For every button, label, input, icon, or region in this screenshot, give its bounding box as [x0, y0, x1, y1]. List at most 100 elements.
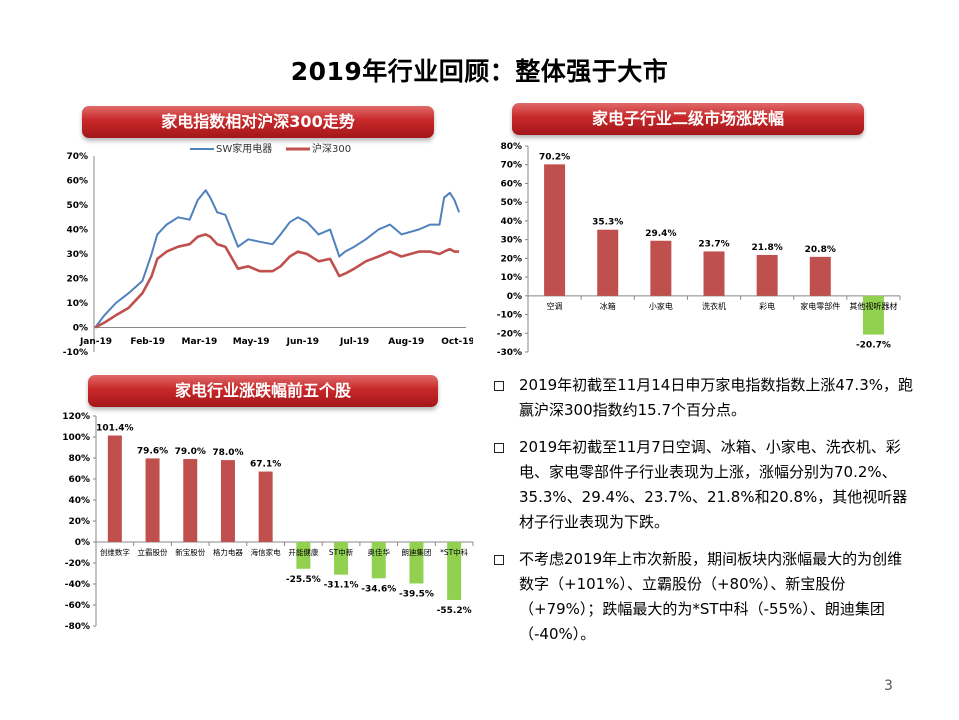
- bar: [409, 542, 424, 584]
- category-label: 空调: [547, 301, 563, 311]
- y-tick-label: 80%: [500, 142, 522, 152]
- y-tick-label: 100%: [62, 433, 90, 443]
- y-tick-label: 60%: [68, 475, 90, 485]
- subsector-bar-chart: -30% -20% -10% 0% 10% 20% 30% 40% 50% 60% 70% 80% 空调…: [497, 142, 901, 358]
- y-tick-label: 30%: [66, 250, 88, 260]
- bar: [809, 256, 831, 296]
- y-tick-label: -80%: [65, 622, 90, 632]
- category-label: 冰箱: [600, 301, 616, 311]
- y-tick-label: 30%: [500, 236, 522, 246]
- series-line-sw: [94, 189, 461, 329]
- x-tick-label: Mar-19: [182, 337, 218, 347]
- data-label: 21.8%: [752, 243, 783, 253]
- data-label: -31.1%: [324, 581, 359, 591]
- y-tick-label: 10%: [66, 299, 88, 309]
- top-stocks-bar-chart: -80% -60% -40% -20% 0% 20% 40% 60% 80% 100% 120% 创维…: [62, 412, 474, 632]
- bullet-item: 不考虑2019年上市次新股，期间板块内涨幅最大的为创维数字（+101%）、立霸股…: [494, 547, 914, 647]
- line-chart-title-banner: 家电指数相对沪深300走势: [82, 106, 434, 138]
- x-tick-label: May-19: [233, 337, 270, 347]
- legend-label: 沪深300: [312, 142, 351, 155]
- y-tick-label: 120%: [62, 412, 90, 422]
- bar: [703, 251, 725, 296]
- bar: [447, 542, 462, 600]
- page-number: 3: [884, 678, 893, 694]
- bar: [334, 542, 349, 575]
- page-title: 2019年行业回顾：整体强于大市: [290, 57, 669, 86]
- bar: [862, 295, 884, 335]
- y-tick-label: -30%: [497, 348, 522, 358]
- y-tick-label: 0%: [507, 292, 522, 302]
- data-label: -39.5%: [399, 589, 434, 599]
- y-tick-label: 0%: [75, 538, 90, 548]
- bar: [597, 229, 619, 296]
- bullet-item: 2019年初截至11月7日空调、冰箱、小家电、洗衣机、彩电、家电零部件子行业表现…: [494, 435, 914, 535]
- data-label: -20.7%: [856, 341, 891, 351]
- y-tick-label: -20%: [65, 559, 90, 569]
- data-label: 79.6%: [137, 446, 168, 456]
- x-tick-label: Aug-19: [388, 337, 424, 347]
- y-tick-label: 60%: [66, 177, 88, 187]
- category-label: 开能健康: [288, 547, 318, 557]
- bullet-text: 2019年初截至11月14日申万家电指数指数上涨47.3%，跑赢沪深300指数约…: [519, 376, 914, 419]
- subsector-chart-title-banner: 家电子行业二级市场涨跌幅: [512, 103, 864, 135]
- bullet-list: 2019年初截至11月14日申万家电指数指数上涨47.3%，跑赢沪深300指数约…: [494, 373, 914, 659]
- data-label: 79.0%: [175, 447, 206, 457]
- series-line-hs300: [94, 233, 460, 329]
- category-label: *ST中科: [440, 547, 469, 557]
- x-tick-label: Jul-19: [339, 337, 369, 347]
- stocks-chart-title-banner: 家电行业涨跌幅前五个股: [88, 375, 438, 407]
- data-label: 70.2%: [539, 152, 570, 162]
- bar: [183, 459, 198, 542]
- x-tick-label: Feb-19: [130, 337, 165, 347]
- bar: [650, 240, 672, 296]
- category-label: 格力电器: [213, 547, 243, 557]
- category-label: 家电零部件: [800, 301, 840, 311]
- bullet-text: 2019年初截至11月7日空调、冰箱、小家电、洗衣机、彩电、家电零部件子行业表现…: [519, 438, 908, 531]
- category-label: 奥佳华: [368, 547, 391, 557]
- data-label: 20.8%: [805, 245, 836, 255]
- category-label: 彩电: [759, 301, 775, 311]
- data-label: 23.7%: [698, 239, 729, 249]
- data-label: 78.0%: [212, 448, 243, 458]
- bar: [296, 542, 311, 569]
- category-label: 立霸股份: [138, 547, 168, 557]
- category-label: 海信家电: [251, 547, 281, 557]
- data-label: 67.1%: [250, 460, 281, 470]
- data-label: 35.3%: [592, 218, 623, 228]
- y-tick-label: -20%: [497, 329, 522, 339]
- line-chart: -10% 0% 10% 20% 30% 40% 50% 60% 70% Jan-19 Feb-19 M…: [63, 142, 473, 356]
- bar: [145, 458, 160, 542]
- square-bullet-icon: [494, 381, 504, 391]
- y-tick-label: 40%: [66, 226, 88, 236]
- category-label: 小家电: [649, 301, 673, 311]
- bar: [544, 164, 566, 296]
- category-label: 洗衣机: [702, 301, 726, 311]
- y-tick-label: 40%: [500, 217, 522, 227]
- y-tick-label: 70%: [66, 152, 88, 162]
- category-label: 其他视听器材: [849, 301, 897, 311]
- y-tick-label: 50%: [66, 201, 88, 211]
- bullet-text: 不考虑2019年上市次新股，期间板块内涨幅最大的为创维数字（+101%）、立霸股…: [519, 550, 903, 643]
- y-tick-label: -60%: [65, 601, 90, 611]
- category-label: 新宝股份: [175, 547, 205, 557]
- bar: [107, 435, 122, 542]
- y-tick-label: 80%: [68, 454, 90, 464]
- y-tick-label: 0%: [73, 324, 88, 334]
- data-label: -34.6%: [361, 584, 396, 594]
- y-tick-label: 60%: [500, 179, 522, 189]
- square-bullet-icon: [494, 443, 504, 453]
- legend-label: SW家用电器: [216, 142, 272, 155]
- bar: [756, 254, 778, 296]
- y-tick-label: 40%: [68, 496, 90, 506]
- y-tick-label: 70%: [500, 161, 522, 171]
- y-tick-label: -10%: [497, 311, 522, 321]
- data-label: 29.4%: [645, 229, 676, 239]
- y-tick-label: 20%: [500, 254, 522, 264]
- data-label: 101.4%: [96, 424, 134, 434]
- bar: [220, 460, 235, 542]
- y-tick-label: -10%: [63, 348, 88, 356]
- bullet-item: 2019年初截至11月14日申万家电指数指数上涨47.3%，跑赢沪深300指数约…: [494, 373, 914, 423]
- category-label: 朗迪集团: [401, 547, 431, 557]
- x-tick-label: Jun-19: [286, 337, 319, 347]
- bar: [371, 542, 386, 579]
